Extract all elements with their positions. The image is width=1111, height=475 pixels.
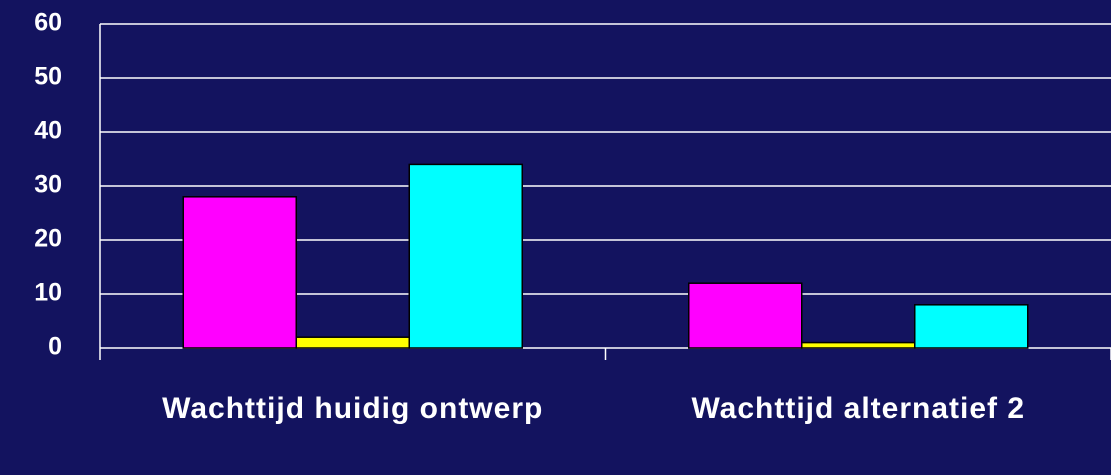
y-tick-label: 40 [34, 117, 62, 145]
bar [688, 282, 803, 349]
y-tick-label: 20 [34, 225, 62, 253]
y-tick-label: 30 [34, 171, 62, 199]
y-tick-label: 60 [34, 9, 62, 37]
bar [914, 304, 1029, 349]
y-tick-label: 50 [34, 63, 62, 91]
bar [801, 341, 916, 349]
x-tick-label: Wachttijd huidig ontwerp [162, 392, 543, 425]
y-tick-label: 10 [34, 279, 62, 307]
bar [182, 196, 297, 349]
y-tick-label: 0 [48, 333, 62, 361]
bar [295, 336, 410, 349]
bar [408, 163, 523, 349]
x-tick-label: Wachttijd alternatief 2 [691, 392, 1025, 425]
